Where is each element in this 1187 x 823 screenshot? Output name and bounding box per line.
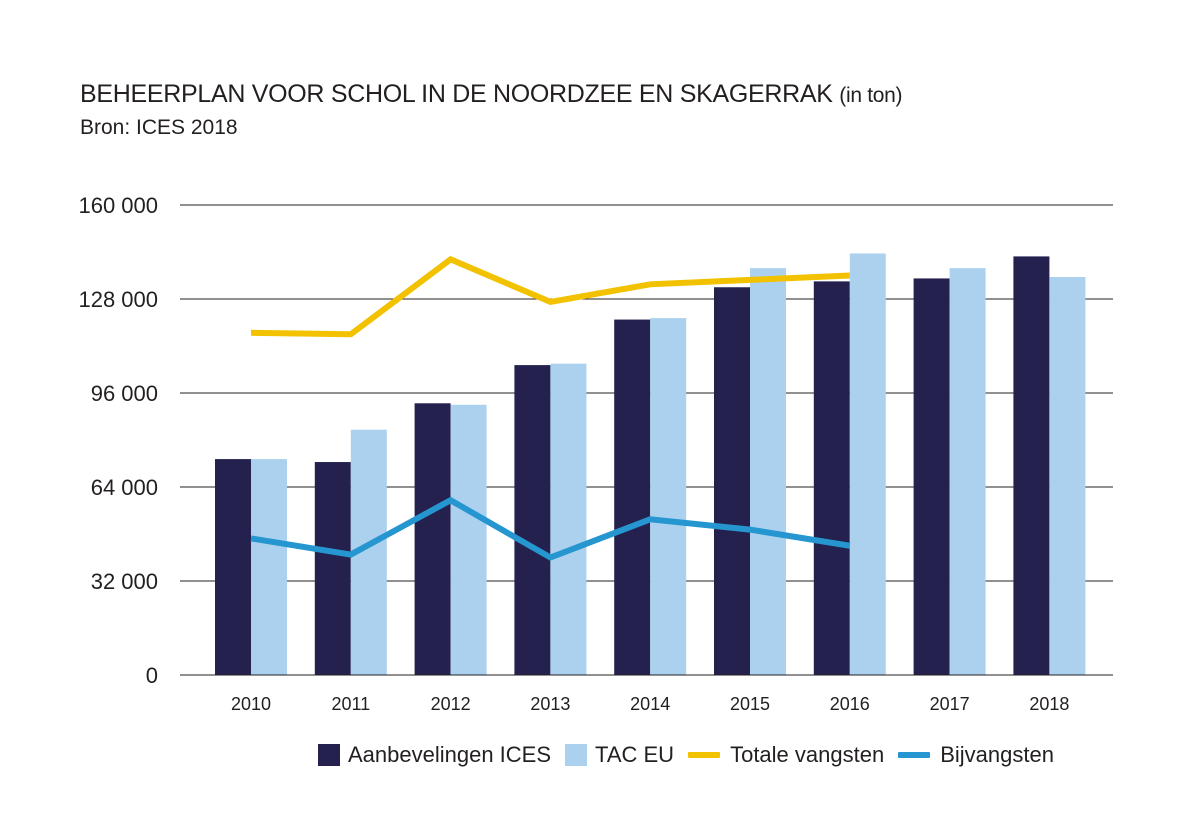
legend-swatch-ices (318, 744, 340, 766)
chart-title-unit: (in ton) (839, 84, 903, 107)
bar-tac-eu (650, 318, 687, 675)
bar-aanbevelingen-ices (913, 278, 950, 675)
bar-tac-eu (949, 268, 986, 675)
bar-aanbevelingen-ices (813, 281, 850, 675)
bar-tac-eu (750, 268, 786, 675)
legend-label-bijvangsten: Bijvangsten (940, 742, 1054, 767)
legend-item-totale-vangsten: Totale vangsten (688, 742, 884, 768)
y-tick-label: 160 000 (78, 193, 158, 218)
bar-tac-eu (550, 363, 587, 675)
bar-aanbevelingen-ices (414, 403, 451, 675)
chart-title-text: BEHEERPLAN VOOR SCHOL IN DE NOORDZEE EN … (80, 80, 833, 108)
chart-legend: Aanbevelingen ICES TAC EU Totale vangste… (318, 742, 1068, 768)
bar-tac-eu (849, 253, 886, 675)
legend-swatch-tac (565, 744, 588, 766)
x-tick-label: 2013 (530, 694, 570, 714)
chart-subtitle: Bron: ICES 2018 (80, 116, 238, 139)
y-tick-label: 128 000 (78, 287, 158, 312)
bar-tac-eu (1049, 276, 1086, 675)
bar-aanbevelingen-ices (1013, 256, 1050, 675)
legend-swatch-totale-vangsten (688, 752, 721, 758)
x-tick-label: 2014 (630, 694, 670, 714)
legend-label-ices: Aanbevelingen ICES (348, 742, 552, 767)
y-tick-label: 64 000 (91, 475, 158, 500)
bar-tac-eu (251, 459, 287, 675)
x-tick-label: 2012 (431, 694, 471, 714)
legend-label-totale-vangsten: Totale vangsten (730, 742, 885, 767)
legend-item-ices: Aanbevelingen ICES (318, 742, 551, 768)
x-tick-label: 2011 (331, 694, 370, 714)
bar-aanbevelingen-ices (514, 365, 551, 675)
bar-aanbevelingen-ices (314, 462, 351, 675)
x-tick-label: 2017 (930, 694, 970, 714)
legend-swatch-bijvangsten (898, 752, 931, 758)
bar-aanbevelingen-ices (614, 319, 651, 675)
y-tick-label: 32 000 (91, 569, 158, 594)
legend-label-tac: TAC EU (595, 742, 675, 767)
legend-item-tac: TAC EU (565, 742, 674, 768)
line-bijvangsten (250, 496, 851, 561)
line-totale-vangsten (250, 255, 850, 338)
legend-item-bijvangsten: Bijvangsten (898, 742, 1054, 768)
bar-aanbevelingen-ices (215, 459, 251, 675)
bar-aanbevelingen-ices (714, 287, 750, 675)
x-tick-label: 2018 (1029, 694, 1069, 714)
bar-tac-eu (450, 404, 487, 675)
x-tick-label: 2010 (231, 694, 271, 714)
x-tick-label: 2016 (830, 694, 870, 714)
chart-title: BEHEERPLAN VOOR SCHOL IN DE NOORDZEE EN … (80, 80, 903, 109)
x-tick-label: 2015 (730, 694, 770, 714)
y-tick-label: 96 000 (91, 381, 158, 406)
y-tick-label: 0 (146, 663, 158, 688)
